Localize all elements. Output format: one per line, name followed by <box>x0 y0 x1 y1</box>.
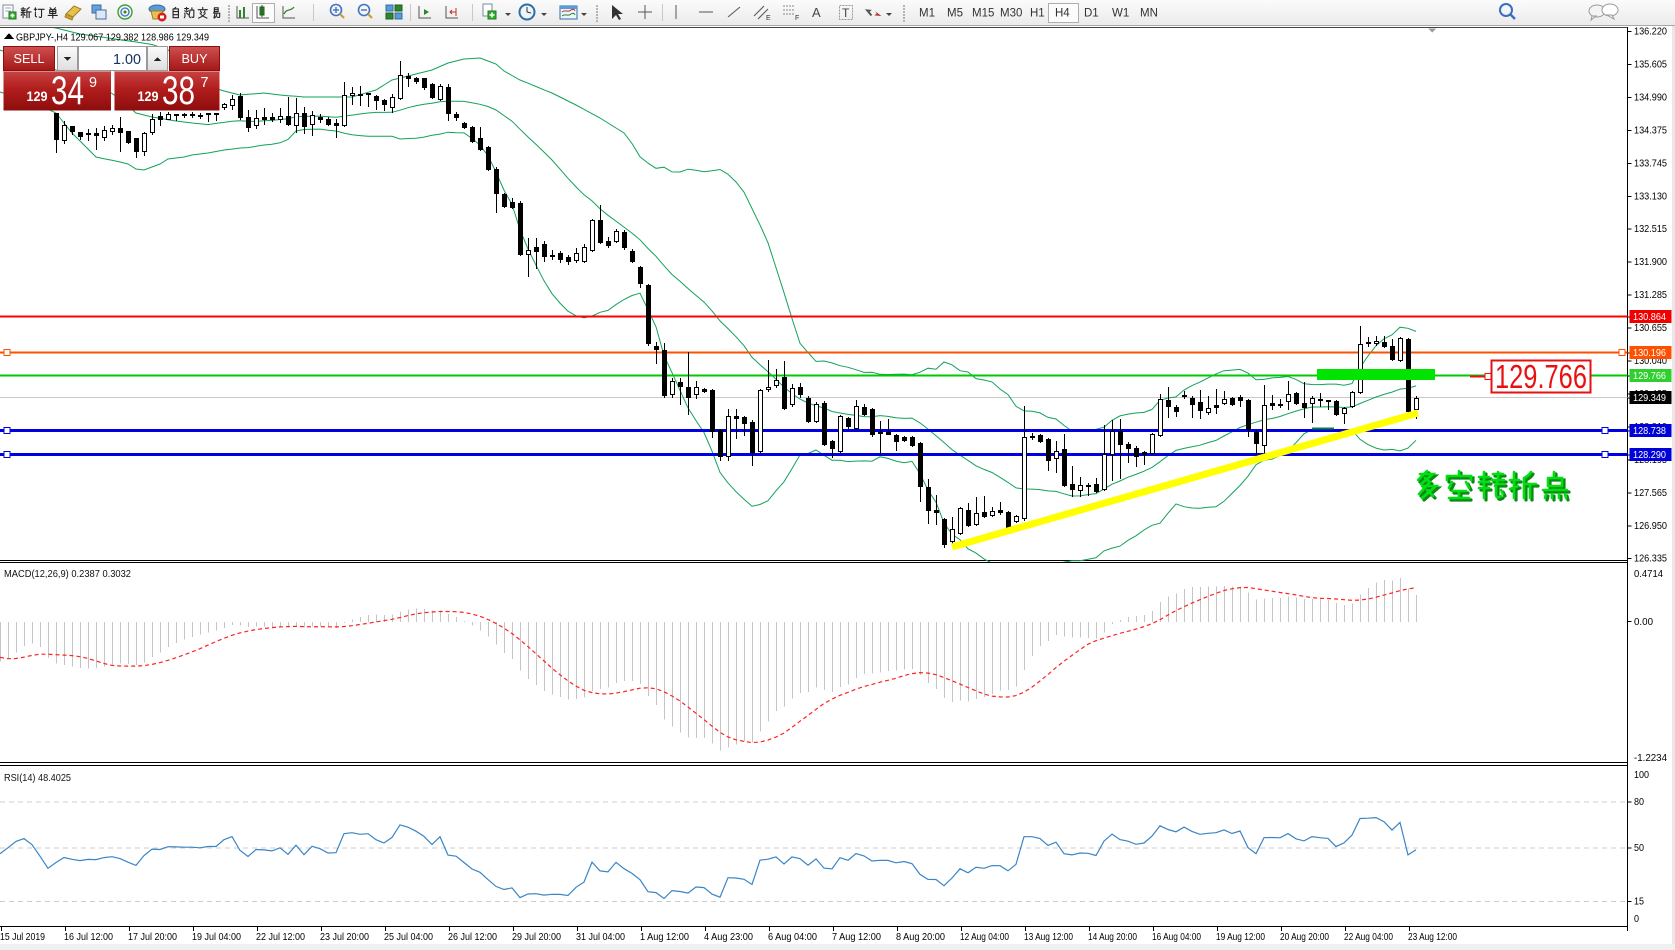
svg-text:0.00: 0.00 <box>1634 616 1653 628</box>
svg-text:134.990: 134.990 <box>1634 91 1667 103</box>
svg-text:9: 9 <box>89 74 97 91</box>
svg-text:134.375: 134.375 <box>1634 124 1667 136</box>
svg-text:14 Aug 20:00: 14 Aug 20:00 <box>1088 931 1137 943</box>
svg-text:16 Aug 04:00: 16 Aug 04:00 <box>1152 931 1201 943</box>
svg-text:1.00: 1.00 <box>113 51 141 68</box>
svg-text:100: 100 <box>1634 769 1649 781</box>
svg-text:50: 50 <box>1634 842 1644 854</box>
svg-text:16 Jul 12:00: 16 Jul 12:00 <box>64 931 113 943</box>
svg-text:SELL: SELL <box>14 51 45 66</box>
svg-text:D1: D1 <box>1084 8 1099 20</box>
svg-text:19 Jul 04:00: 19 Jul 04:00 <box>192 931 241 943</box>
svg-text:W1: W1 <box>1112 8 1129 20</box>
svg-text:8 Aug 20:00: 8 Aug 20:00 <box>896 931 945 943</box>
svg-text:23 Aug 12:00: 23 Aug 12:00 <box>1408 931 1457 943</box>
svg-text:133.745: 133.745 <box>1634 157 1667 169</box>
svg-text:129.766: 129.766 <box>1495 358 1587 395</box>
svg-text:22 Jul 12:00: 22 Jul 12:00 <box>256 931 305 943</box>
svg-text:129.349: 129.349 <box>1633 392 1666 404</box>
svg-text:130.196: 130.196 <box>1633 347 1666 359</box>
svg-text:T: T <box>842 6 850 20</box>
svg-text:130.655: 130.655 <box>1634 322 1667 334</box>
svg-text:E: E <box>766 15 771 22</box>
svg-text:M5: M5 <box>947 8 963 20</box>
svg-text:29 Jul 20:00: 29 Jul 20:00 <box>512 931 561 943</box>
svg-text:38: 38 <box>162 69 195 113</box>
svg-text:M15: M15 <box>972 8 994 20</box>
svg-text:MN: MN <box>1140 8 1158 20</box>
svg-text:127.565: 127.565 <box>1634 487 1667 499</box>
svg-text:6 Aug 04:00: 6 Aug 04:00 <box>768 931 817 943</box>
svg-text:M1: M1 <box>919 8 935 20</box>
svg-text:135.605: 135.605 <box>1634 58 1667 70</box>
svg-text:13 Aug 12:00: 13 Aug 12:00 <box>1024 931 1073 943</box>
svg-text:17 Jul 20:00: 17 Jul 20:00 <box>128 931 177 943</box>
svg-text:19 Aug 12:00: 19 Aug 12:00 <box>1216 931 1265 943</box>
svg-text:12 Aug 04:00: 12 Aug 04:00 <box>960 931 1009 943</box>
svg-text:15 Jul 2019: 15 Jul 2019 <box>0 931 45 943</box>
svg-text:136.220: 136.220 <box>1634 26 1667 38</box>
svg-text:15: 15 <box>1634 896 1644 908</box>
svg-text:GBPJPY-,H4 129.067 129.382 12: GBPJPY-,H4 129.067 129.382 128.986 129.3… <box>16 32 209 44</box>
svg-text:25 Jul 04:00: 25 Jul 04:00 <box>384 931 433 943</box>
svg-text:126.335: 126.335 <box>1634 553 1667 565</box>
svg-text:132.515: 132.515 <box>1634 223 1667 235</box>
svg-text:7 Aug 12:00: 7 Aug 12:00 <box>832 931 881 943</box>
svg-text:129: 129 <box>27 88 48 104</box>
svg-text:H4: H4 <box>1055 8 1070 20</box>
svg-text:126.950: 126.950 <box>1634 520 1667 532</box>
svg-text:131.285: 131.285 <box>1634 289 1667 301</box>
svg-text:20 Aug 20:00: 20 Aug 20:00 <box>1280 931 1329 943</box>
svg-text:0.4714: 0.4714 <box>1634 568 1663 580</box>
svg-text:26 Jul 12:00: 26 Jul 12:00 <box>448 931 497 943</box>
svg-text:23 Jul 20:00: 23 Jul 20:00 <box>320 931 369 943</box>
svg-text:M30: M30 <box>1000 8 1022 20</box>
svg-text:31 Jul 04:00: 31 Jul 04:00 <box>576 931 625 943</box>
svg-text:-1.2234: -1.2234 <box>1634 752 1667 764</box>
svg-text:4 Aug 23:00: 4 Aug 23:00 <box>704 931 753 943</box>
svg-text:MACD(12,26,9) 0.2387 0.3032: MACD(12,26,9) 0.2387 0.3032 <box>4 568 131 580</box>
svg-text:7: 7 <box>201 74 209 91</box>
svg-text:131.900: 131.900 <box>1634 256 1667 268</box>
svg-text:128.290: 128.290 <box>1633 449 1666 461</box>
svg-text:133.130: 133.130 <box>1634 190 1667 202</box>
svg-text:129: 129 <box>138 88 159 104</box>
svg-text:129.766: 129.766 <box>1633 370 1666 382</box>
svg-text:BUY: BUY <box>182 51 208 66</box>
svg-text:F: F <box>795 15 799 22</box>
svg-text:80: 80 <box>1634 796 1644 808</box>
svg-text:128.738: 128.738 <box>1633 425 1666 437</box>
svg-text:1 Aug 12:00: 1 Aug 12:00 <box>640 931 689 943</box>
svg-text:0: 0 <box>1634 913 1639 925</box>
svg-text:34: 34 <box>51 69 84 113</box>
svg-text:22 Aug 04:00: 22 Aug 04:00 <box>1344 931 1393 943</box>
svg-text:130.864: 130.864 <box>1633 311 1666 323</box>
svg-text:RSI(14) 48.4025: RSI(14) 48.4025 <box>4 772 71 784</box>
svg-text:A: A <box>812 5 821 20</box>
svg-text:H1: H1 <box>1030 8 1045 20</box>
